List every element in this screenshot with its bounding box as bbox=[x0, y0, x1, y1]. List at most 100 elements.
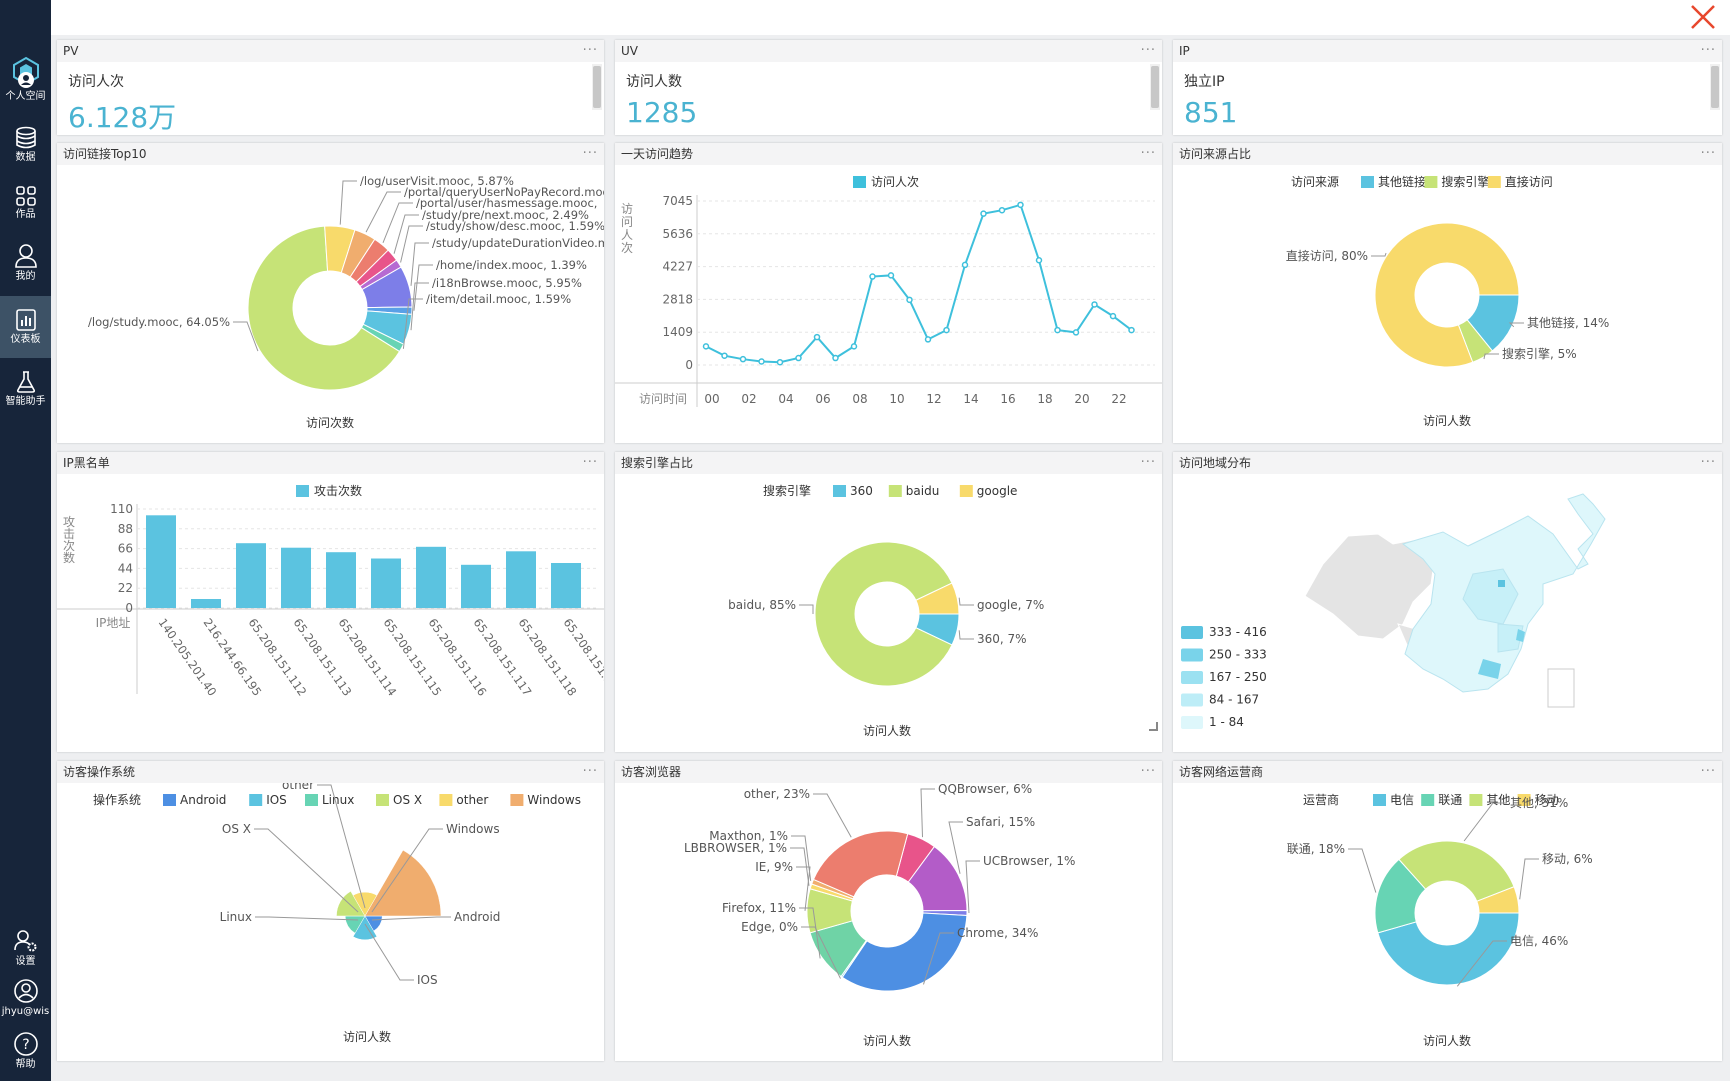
panel-title-text: 访问地域分布 bbox=[1179, 456, 1252, 470]
bar bbox=[146, 515, 176, 608]
panel-more-button[interactable]: ... bbox=[1700, 40, 1716, 54]
panel-more-button[interactable]: ... bbox=[582, 761, 598, 775]
line-point bbox=[795, 354, 802, 362]
label-line bbox=[410, 282, 429, 331]
y-tick-label: 5636 bbox=[662, 227, 693, 241]
slice-label: /log/userVisit.mooc, 5.87% bbox=[360, 174, 514, 188]
scrollbar-thumb[interactable] bbox=[593, 66, 601, 108]
sidebar-item-data[interactable]: 数据 bbox=[0, 116, 51, 174]
line-point bbox=[887, 272, 895, 279]
y-tick-label: 44 bbox=[118, 561, 133, 575]
panel-title: IP... bbox=[1173, 40, 1722, 62]
panel-more-button[interactable]: ... bbox=[1700, 143, 1716, 157]
line-point bbox=[850, 343, 858, 350]
x-tick-label: 16 bbox=[1000, 392, 1015, 406]
slice-label: Windows bbox=[446, 822, 500, 836]
sidebar-item-settings[interactable]: 设置 bbox=[0, 922, 51, 974]
scrollbar-thumb[interactable] bbox=[1151, 66, 1159, 108]
label-line bbox=[801, 926, 841, 979]
slice-label: google, 7% bbox=[977, 598, 1044, 612]
label-line bbox=[813, 793, 852, 838]
y-axis-label-char: 次 bbox=[621, 241, 633, 255]
chart-region-map[interactable]: 333 - 416 250 - 333 167 - 250 84 - 167 1 - 8… bbox=[1173, 474, 1722, 752]
close-icon[interactable] bbox=[1688, 2, 1718, 32]
legend-swatch bbox=[163, 794, 176, 806]
slice-label: 搜索引擎, 5% bbox=[1502, 346, 1577, 361]
label-line bbox=[922, 932, 954, 985]
y-tick-label: 7045 bbox=[662, 194, 693, 208]
y-axis-label-char: 攻 bbox=[63, 515, 75, 529]
slice-label: /home/index.mooc, 1.39% bbox=[436, 258, 587, 272]
panel-more-button[interactable]: ... bbox=[582, 143, 598, 157]
sidebar-item-personal-space[interactable]: 个人空间 bbox=[0, 58, 51, 116]
slice-label: Linux bbox=[220, 910, 252, 924]
line-point bbox=[924, 336, 932, 343]
person-icon bbox=[14, 244, 37, 268]
line-point bbox=[813, 333, 821, 341]
slice-label: /study/show/desc.mooc, 1.59% bbox=[426, 219, 604, 233]
x-axis-label: IP地址 bbox=[96, 616, 131, 630]
slice-label: /portal/user/hasmessage.mooc, bbox=[416, 196, 597, 210]
panel-more-button[interactable]: ... bbox=[1140, 40, 1156, 54]
slice-label: 移动, 6% bbox=[1542, 852, 1593, 866]
map-legend-swatch bbox=[1181, 716, 1203, 729]
line-point bbox=[702, 343, 710, 350]
slice-label: 其他, 31% bbox=[1510, 796, 1568, 810]
dashboard-icon bbox=[15, 309, 36, 331]
sidebar-item-works[interactable]: 作品 bbox=[0, 174, 51, 232]
line-point bbox=[906, 296, 913, 304]
panel-more-button[interactable]: ... bbox=[1700, 452, 1716, 466]
panel-more-button[interactable]: ... bbox=[582, 40, 598, 54]
chart-engine[interactable]: 搜索引擎 360 baidu google 360, 7% baidu, 85% googl… bbox=[615, 474, 1162, 752]
panel-more-button[interactable]: ... bbox=[582, 452, 598, 466]
sidebar-item-dashboard[interactable]: 仪表板 bbox=[0, 296, 51, 358]
panel-more-button[interactable]: ... bbox=[1140, 761, 1156, 775]
map-province-shanghai bbox=[1516, 629, 1525, 642]
pie-slice bbox=[360, 323, 405, 353]
slice-label: UCBrowser, 1% bbox=[983, 854, 1075, 868]
label-line bbox=[948, 821, 963, 874]
panel-title: 一天访问趋势... bbox=[615, 143, 1162, 165]
pie-slice bbox=[247, 225, 401, 391]
chart-browser[interactable]: QQBrowser, 6% Safari, 15% UCBrowser, 1% Chr… bbox=[615, 783, 1162, 1061]
x-tick-label: 18 bbox=[1037, 392, 1052, 406]
panel-more-button[interactable]: ... bbox=[1700, 761, 1716, 775]
bar bbox=[191, 599, 221, 608]
y-axis-label-char: 击 bbox=[63, 527, 75, 541]
kpi-label: 访问人次 bbox=[68, 74, 124, 90]
legend-swatch bbox=[510, 794, 524, 806]
panel-more-button[interactable]: ... bbox=[1140, 452, 1156, 466]
sidebar-item-mine[interactable]: 我的 bbox=[0, 234, 51, 292]
legend-item: 其他 bbox=[1486, 793, 1510, 807]
sidebar-item-account[interactable]: jhyu@wis bbox=[0, 972, 51, 1024]
slice-label: /i18nBrowse.mooc, 5.95% bbox=[432, 276, 582, 290]
x-tick-label: 06 bbox=[815, 392, 830, 406]
sidebar-item-help[interactable]: ? 帮助 bbox=[0, 1024, 51, 1078]
panel-isp: 访客网络运营商... 运营商 电信 联通 其他 移动 电信, 46% 联通, 18% 其他, … bbox=[1173, 761, 1722, 1061]
x-tick-label: 02 bbox=[741, 392, 756, 406]
label-line bbox=[339, 180, 357, 225]
chart-top-links[interactable]: /log/study.mooc, 64.05% /log/userVisit.mo… bbox=[57, 165, 604, 443]
y-axis-label-char: 访 bbox=[621, 202, 633, 216]
resize-handle bbox=[1149, 722, 1158, 731]
chart-footer: 访问次数 bbox=[306, 415, 354, 430]
sidebar-item-assistant[interactable]: 智能助手 bbox=[0, 358, 51, 420]
label-line bbox=[413, 264, 433, 311]
chart-os[interactable]: 操作系统 Android IOS Linux OS X other Windows Andro… bbox=[57, 783, 604, 1061]
y-axis-label-char: 人 bbox=[621, 228, 633, 242]
panel-title-text: PV bbox=[63, 44, 79, 58]
y-tick-label: 22 bbox=[118, 581, 133, 595]
bar bbox=[236, 543, 266, 608]
line-point bbox=[998, 206, 1006, 214]
x-tick-label: 12 bbox=[926, 392, 941, 406]
slice-label: 其他链接, 14% bbox=[1527, 315, 1609, 330]
slice-label: other, 23% bbox=[744, 787, 810, 801]
scrollbar-thumb[interactable] bbox=[1711, 66, 1719, 108]
panel-more-button[interactable]: ... bbox=[1140, 143, 1156, 157]
label-line bbox=[1371, 252, 1387, 257]
map-legend-label: 333 - 416 bbox=[1209, 625, 1267, 639]
